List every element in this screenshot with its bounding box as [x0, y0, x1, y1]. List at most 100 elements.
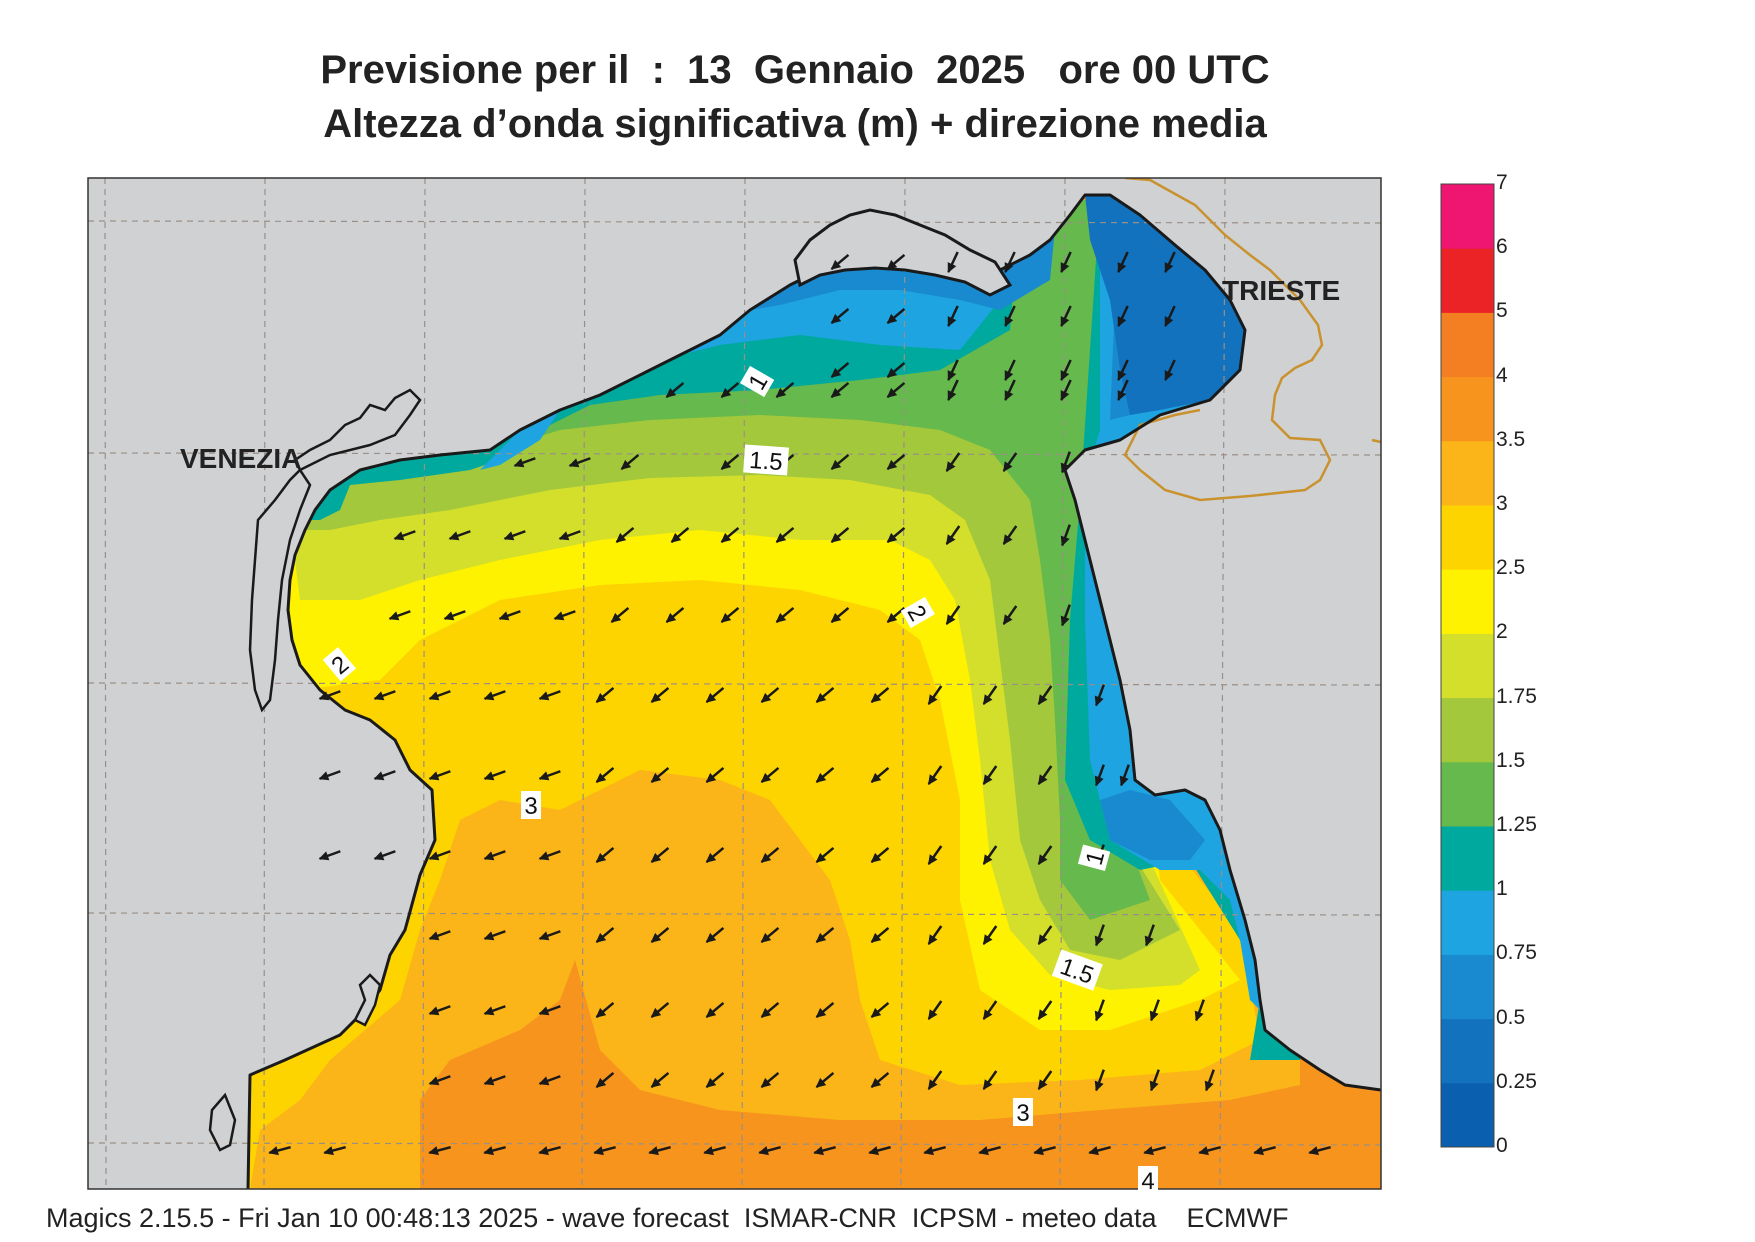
wave-arrow-head: [830, 532, 842, 543]
wave-band-0.25-0.5: [1085, 195, 1245, 415]
wave-arrow-head: [983, 1009, 993, 1020]
wave-arrow-head: [1117, 390, 1127, 402]
wave-arrow-head: [886, 313, 898, 324]
wave-arrow-head: [1003, 614, 1013, 625]
wave-arrow-head: [946, 614, 956, 625]
wave-arrow-head: [498, 611, 510, 621]
wave-arrow-head: [428, 1006, 440, 1016]
wave-arrow-head: [870, 852, 882, 863]
map-frame: [87, 177, 1382, 1190]
wave-arrow-head: [1164, 262, 1174, 274]
wave-arrow-head: [595, 1007, 607, 1018]
wave-arrow-head: [1004, 262, 1014, 274]
wave-arrow-head: [670, 532, 682, 543]
colorbar-swatch: [1441, 697, 1494, 763]
venice-lagoon: [248, 388, 422, 713]
northern-islands: [793, 208, 1013, 297]
wave-arrow-head: [830, 612, 842, 623]
wave-arrow-head: [1060, 390, 1070, 402]
wave-arrow-head: [775, 612, 787, 623]
colorbar-swatch: [1441, 376, 1494, 442]
wave-arrow-head: [373, 771, 385, 781]
wave-arrow-head: [483, 1006, 495, 1016]
wave-arrow-head: [1149, 1010, 1159, 1022]
wave-arrow-head: [558, 531, 570, 541]
wave-arrow-head: [705, 692, 717, 703]
wave-arrow-head: [428, 851, 440, 861]
contour-label: 3: [524, 793, 537, 820]
wave-arrow-head: [483, 1146, 494, 1156]
wave-arrow-head: [1253, 1146, 1264, 1156]
wave-arrow-head: [665, 387, 677, 398]
wave-arrow-head: [1164, 316, 1174, 328]
wave-arrow-head: [610, 612, 622, 623]
colorbar-tick-label: 7: [1496, 171, 1508, 194]
place-label-venezia: VENEZIA: [180, 443, 301, 474]
wave-arrow-head: [928, 1009, 938, 1020]
colorbar-swatch: [1441, 312, 1494, 378]
wave-arrow-head: [928, 1079, 938, 1090]
wave-arrow-head: [650, 1007, 662, 1018]
title-line-1: Previsione per il : 13 Gennaio 2025 ore …: [320, 48, 1270, 92]
wave-arrow-head: [815, 692, 827, 703]
wave-arrow-head: [1117, 316, 1127, 328]
wave-arrow-head: [483, 691, 495, 701]
colorbar-swatch: [1441, 633, 1494, 699]
colorbar-tick-label: 3.5: [1496, 427, 1526, 451]
wave-arrow-head: [1204, 1080, 1214, 1092]
colorbar-tick-label: 2.5: [1496, 556, 1526, 580]
wave-arrow-head: [886, 612, 898, 623]
wave-arrow-head: [448, 531, 460, 541]
wave-arrow-head: [830, 313, 842, 324]
colorbar-tick-label: 0.25: [1496, 1069, 1537, 1093]
wave-arrow-head: [815, 1077, 827, 1088]
wave-arrow-head: [538, 1076, 550, 1086]
colorbar-tick-label: 1.5: [1496, 748, 1526, 772]
wave-arrow-head: [323, 1146, 334, 1156]
wave-arrow-head: [815, 932, 827, 943]
wave-arrow-head: [815, 772, 827, 783]
title-line-2: Altezza d’onda significativa (m) + direz…: [323, 102, 1267, 146]
wave-arrow-head: [886, 387, 898, 398]
wave-arrow-head: [595, 852, 607, 863]
contour-labels: 1 1.5 2 2 3 1 1.5 3: [322, 365, 1158, 1195]
wave-arrow-head: [868, 1146, 879, 1156]
wave-arrow-head: [928, 934, 938, 945]
wave-arrow-head: [983, 774, 993, 785]
wave-arrow-head: [870, 772, 882, 783]
colorbar-swatch: [1441, 826, 1494, 891]
wave-arrow-head: [886, 367, 898, 378]
wave-arrow-head: [373, 691, 385, 701]
wave-arrow-head: [1038, 854, 1048, 865]
wave-arrow-head: [1149, 1080, 1159, 1092]
wave-arrow-head: [1094, 695, 1104, 707]
wave-arrow-head: [758, 1146, 769, 1156]
wave-arrow-head: [1038, 694, 1048, 705]
wave-arrow-head: [815, 1007, 827, 1018]
contour-label: 1.5: [748, 447, 783, 476]
wave-arrow-head: [513, 458, 525, 468]
wave-arrow-head: [428, 1076, 440, 1086]
wave-arrow-head: [983, 854, 993, 865]
colorbar-tick-label: 0.75: [1496, 941, 1537, 965]
wave-arrow-head: [947, 370, 957, 382]
wave-arrow-head: [947, 262, 957, 274]
wave-arrow-head: [595, 932, 607, 943]
colorbar-tick-label: 5: [1496, 299, 1508, 323]
border-line: [1123, 178, 1381, 502]
wave-arrow-head: [318, 771, 330, 781]
colorbar-swatch: [1441, 505, 1494, 570]
wave-arrow-head: [760, 1007, 772, 1018]
colorbar-swatch: [1441, 569, 1494, 634]
wave-arrow-head: [538, 1146, 549, 1156]
wave-arrow-head: [1117, 370, 1127, 382]
wave-arrow-head: [428, 1146, 439, 1156]
wave-arrow-head: [720, 387, 732, 398]
colorbar-swatch: [1441, 184, 1494, 249]
wave-arrow-head: [760, 692, 772, 703]
wave-arrow-head: [703, 1146, 714, 1156]
wave-arrow-head: [946, 534, 956, 545]
wave-arrow-head: [705, 1077, 717, 1088]
wave-arrow-head: [1194, 1010, 1204, 1022]
colorbar-tick-label: 0: [1496, 1134, 1508, 1157]
